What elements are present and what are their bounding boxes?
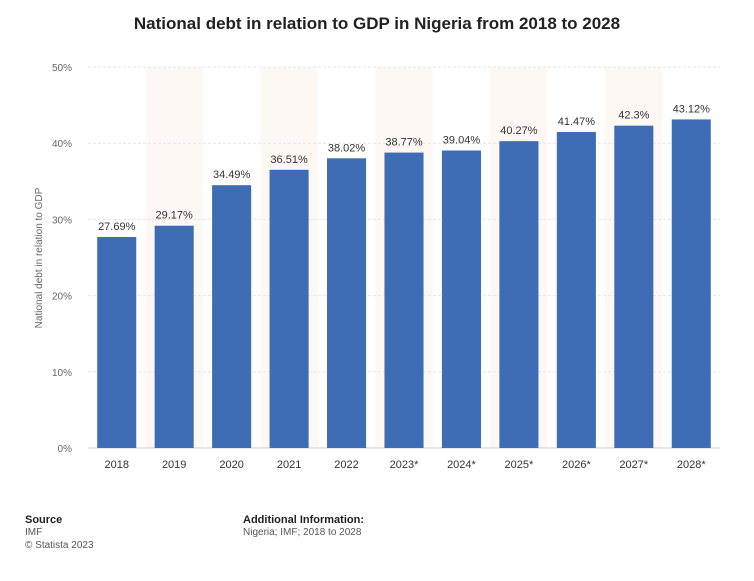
source-name: IMF [25,527,43,538]
bar[interactable] [154,225,194,448]
y-tick-label: 0% [58,444,73,455]
data-label: 38.77% [385,137,423,149]
footer-source: Source IMF © Statista 2023 [25,514,94,552]
x-tick-label: 2021 [277,459,301,471]
bar[interactable] [384,152,424,448]
y-tick-label: 30% [52,215,72,226]
bar[interactable] [614,125,654,448]
footer-additional-info: Additional Information: Nigeria; IMF; 20… [243,514,364,539]
data-label: 29.17% [156,210,194,222]
data-label: 27.69% [98,221,136,233]
additional-info-heading: Additional Information: [243,514,364,526]
bar[interactable] [327,158,367,448]
x-tick-label: 2027* [619,459,648,471]
data-label: 36.51% [270,154,308,166]
bar-chart: 0% 10% 20% 30% 40% 50% 27.69% 29.17% 34.49% 36.5… [34,63,720,471]
x-axis-ticks: 2018 2019 2020 2021 2022 2023* 2024* 2025* 2026*… [104,459,706,471]
x-tick-label: 2018 [104,459,128,471]
x-tick-label: 2025* [505,459,534,471]
x-tick-label: 2028* [677,459,706,471]
y-axis-ticks: 0% 10% 20% 30% 40% 50% [52,63,72,455]
bar[interactable] [441,150,481,448]
bar[interactable] [97,237,137,448]
bars [97,119,711,449]
additional-info-text: Nigeria; IMF; 2018 to 2028 [243,527,362,538]
data-label: 40.27% [500,125,538,137]
x-tick-label: 2019 [162,459,186,471]
x-tick-label: 2020 [219,459,243,471]
data-label: 43.12% [673,103,711,115]
bar[interactable] [556,131,596,448]
y-axis-title: National debt in relation to GDP [34,187,45,328]
y-tick-label: 50% [52,63,72,74]
data-label: 38.02% [328,142,366,154]
source-heading: Source [25,514,63,526]
y-tick-label: 40% [52,139,72,150]
x-tick-label: 2023* [390,459,419,471]
value-labels: 27.69% 29.17% 34.49% 36.51% 38.02% 38.77% 39.0… [98,103,710,233]
data-label: 39.04% [443,135,481,147]
bar[interactable] [212,185,252,448]
chart-title: National debt in relation to GDP in Nige… [133,14,621,33]
data-label: 34.49% [213,169,251,181]
y-tick-label: 10% [52,368,72,379]
x-tick-label: 2024* [447,459,476,471]
x-tick-label: 2022 [334,459,358,471]
bar[interactable] [269,169,309,448]
bar[interactable] [671,119,711,448]
data-label: 41.47% [558,116,596,128]
bar[interactable] [499,141,539,449]
copyright: © Statista 2023 [25,540,94,551]
x-tick-label: 2026* [562,459,591,471]
y-tick-label: 20% [52,292,72,303]
data-label: 42.3% [618,110,649,122]
